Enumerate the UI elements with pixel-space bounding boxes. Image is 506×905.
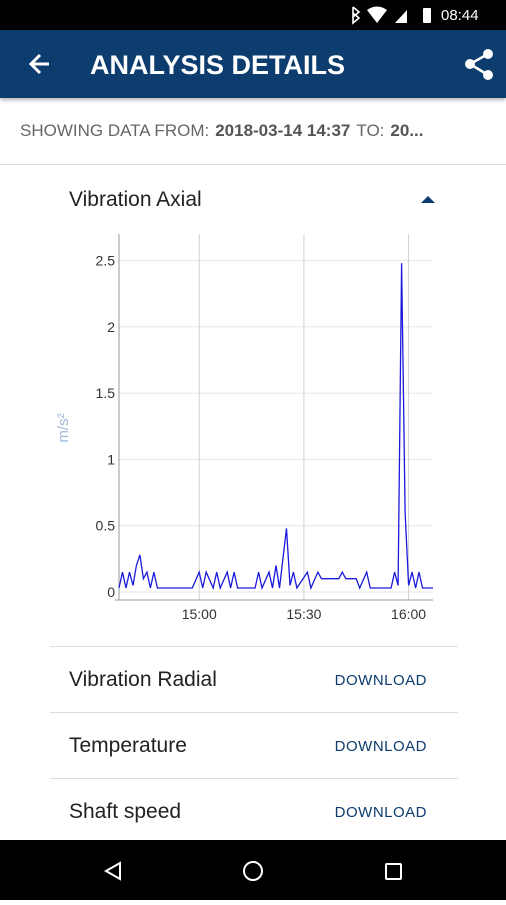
- download-button[interactable]: DOWNLOAD: [334, 804, 427, 821]
- download-row: Vibration Radial DOWNLOAD: [50, 646, 458, 712]
- collapse-icon: [421, 196, 435, 203]
- section-title: Vibration Axial: [69, 188, 202, 211]
- share-button[interactable]: [462, 47, 496, 81]
- from-label: SHOWING DATA FROM:: [20, 121, 210, 140]
- to-date: 20...: [390, 121, 424, 140]
- nav-bar: [0, 840, 506, 900]
- section-header[interactable]: Vibration Axial: [50, 170, 458, 230]
- app-title: ANALYSIS DETAILS: [90, 50, 346, 80]
- y-tick-label: 0: [107, 584, 115, 600]
- nav-buttons: [103, 861, 402, 881]
- row-title[interactable]: Temperature: [69, 734, 187, 757]
- y-tick-label: 1: [107, 451, 115, 467]
- row-title[interactable]: Shaft speed: [69, 800, 182, 823]
- download-row: Temperature DOWNLOAD: [50, 712, 458, 778]
- data-line: [118, 263, 433, 591]
- row-title[interactable]: Vibration Radial: [69, 668, 217, 691]
- status-icons: [352, 6, 431, 25]
- to-label: TO:: [356, 121, 385, 140]
- nav-recents[interactable]: [385, 863, 402, 880]
- y-tick-label: 1.5: [96, 385, 116, 401]
- clock: 08:44: [441, 7, 479, 24]
- from-date: 2018-03-14 14:37: [215, 121, 351, 140]
- date-range: SHOWING DATA FROM: 2018-03-14 14:37 TO: 20.…: [0, 100, 506, 165]
- x-tick-label: 16:00: [391, 606, 426, 622]
- download-row: Shaft speed DOWNLOAD: [50, 778, 458, 844]
- download-button[interactable]: DOWNLOAD: [334, 672, 427, 689]
- app-bar: ANALYSIS DETAILS: [0, 30, 506, 98]
- nav-home[interactable]: [243, 861, 263, 881]
- nav-back[interactable]: [103, 861, 121, 881]
- y-axis-label: m/s²: [55, 413, 72, 442]
- y-tick-label: 2: [107, 319, 115, 335]
- status-bar: 08:44: [0, 0, 506, 30]
- chart: m/s² 0 0.5 1 1.5 2 2.5 15:00 15:30 16:00: [55, 234, 433, 622]
- x-tick-label: 15:00: [182, 606, 217, 622]
- y-tick-label: 2.5: [96, 253, 116, 269]
- download-button[interactable]: DOWNLOAD: [334, 738, 427, 755]
- y-tick-label: 0.5: [96, 518, 116, 534]
- back-button[interactable]: [25, 49, 55, 79]
- x-tick-label: 15:30: [286, 606, 321, 622]
